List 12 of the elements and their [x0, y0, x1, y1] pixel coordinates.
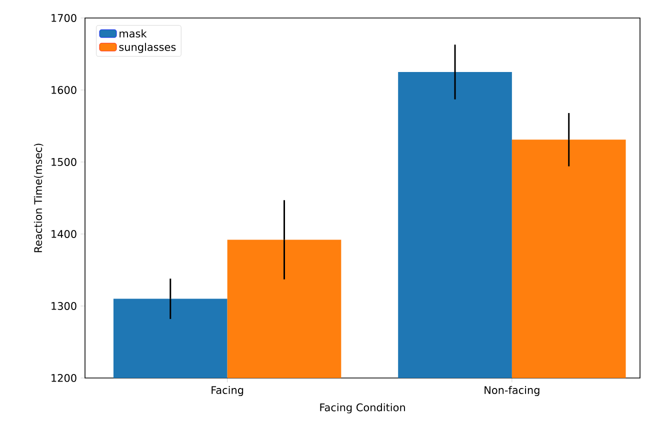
- legend-label: sunglasses: [119, 42, 176, 54]
- y-tick-label: 1200: [52, 374, 76, 382]
- x-tick-label: Facing: [212, 386, 244, 396]
- y-tick-label: 1600: [52, 86, 76, 94]
- y-tick-label: 1700: [52, 14, 76, 22]
- y-tick-label: 1500: [52, 158, 76, 166]
- legend-label: mask: [120, 29, 147, 38]
- y-tick-label: 1300: [52, 302, 76, 310]
- x-axis-title: Facing Condition: [320, 403, 405, 414]
- y-axis-title: Reaction Time(msec): [34, 144, 44, 252]
- y-tick-label: 1400: [52, 230, 76, 238]
- x-tick-label: Non-facing: [484, 386, 540, 396]
